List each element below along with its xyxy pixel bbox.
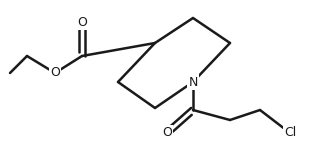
- Text: N: N: [188, 75, 198, 89]
- Text: O: O: [77, 16, 87, 28]
- Text: O: O: [50, 67, 60, 79]
- Text: Cl: Cl: [284, 126, 296, 140]
- Text: O: O: [162, 126, 172, 140]
